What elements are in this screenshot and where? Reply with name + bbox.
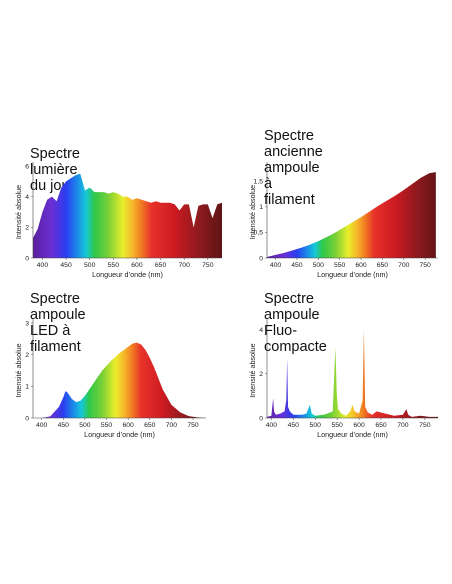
x-tick-label: 650 <box>144 422 156 429</box>
x-tick-label: 500 <box>79 422 91 429</box>
spectrum-area <box>267 329 438 418</box>
y-tick-label: 0 <box>25 255 29 262</box>
x-tick-label: 450 <box>60 262 72 269</box>
x-tick-label: 750 <box>420 262 432 269</box>
y-tick-label: 3 <box>25 320 29 327</box>
x-axis-label: Longueur d’onde (nm) <box>84 430 155 439</box>
x-axis-label: Longueur d’onde (nm) <box>317 270 388 279</box>
y-tick-label: 2 <box>25 352 29 359</box>
x-tick-label: 700 <box>179 262 191 269</box>
x-axis-label: Longueur d’onde (nm) <box>317 430 388 439</box>
x-tick-label: 600 <box>355 262 367 269</box>
x-tick-label: 500 <box>313 262 325 269</box>
y-tick-label: 4 <box>259 327 263 334</box>
x-tick-label: 550 <box>108 262 120 269</box>
x-tick-label: 750 <box>202 262 214 269</box>
x-axis-label: Longueur d’onde (nm) <box>92 270 163 279</box>
y-tick-label: 1 <box>259 204 263 211</box>
spectrum-area <box>33 173 222 258</box>
y-axis-label: Intensité absolue <box>248 343 257 397</box>
x-tick-label: 550 <box>334 262 346 269</box>
x-tick-label: 400 <box>270 262 282 269</box>
y-tick-label: 0 <box>259 255 263 262</box>
y-tick-label: 4 <box>25 194 29 201</box>
x-tick-label: 650 <box>377 262 389 269</box>
chart-3: 400 450 500 550 600 650 700 750 0 2 4 Longueur d’on… <box>248 319 438 439</box>
chart-1: 400 450 500 550 600 650 700 750 0 0,5 1 1,5 Longueur… <box>248 162 438 279</box>
x-tick-label: 450 <box>58 422 70 429</box>
x-tick-label: 600 <box>122 422 134 429</box>
x-tick-label: 400 <box>37 262 49 269</box>
chart-title: Spectre ampoule LED à filament <box>30 291 86 355</box>
x-tick-label: 600 <box>353 422 365 429</box>
y-tick-label: 1 <box>25 384 29 391</box>
x-tick-label: 550 <box>101 422 113 429</box>
y-tick-label: 1,5 <box>254 179 264 186</box>
y-tick-label: 0 <box>25 415 29 422</box>
x-tick-label: 500 <box>310 422 322 429</box>
x-tick-label: 450 <box>291 262 303 269</box>
x-tick-label: 600 <box>131 262 143 269</box>
x-tick-label: 650 <box>375 422 387 429</box>
x-tick-label: 450 <box>288 422 300 429</box>
y-tick-label: 0,5 <box>254 230 264 237</box>
x-tick-label: 400 <box>36 422 48 429</box>
y-tick-label: 0 <box>259 415 263 422</box>
y-axis-label: Intensité absolue <box>248 185 257 239</box>
y-axis-label: Intensité absolue <box>14 185 23 239</box>
x-tick-label: 700 <box>397 422 409 429</box>
x-tick-label: 650 <box>155 262 167 269</box>
chart-0: 400 450 500 550 600 650 700 750 0 2 4 6 Longueur d’o… <box>14 162 222 279</box>
y-tick-label: 2 <box>25 225 29 232</box>
spectrum-area <box>33 342 206 418</box>
spectrum-area <box>267 172 436 258</box>
chart-title: Spectre ampoule Fluo-compacte <box>264 291 327 355</box>
x-tick-label: 750 <box>419 422 431 429</box>
y-tick-label: 2 <box>259 371 263 378</box>
x-tick-label: 550 <box>331 422 343 429</box>
chart-2: 400 450 500 550 600 650 700 750 0 1 2 3 Longueur d’o… <box>14 319 206 439</box>
x-tick-label: 700 <box>166 422 178 429</box>
chart-title: Spectre lumière du jour <box>30 146 80 194</box>
x-tick-label: 700 <box>398 262 410 269</box>
chart-title: Spectre ancienne ampoule à filament <box>264 128 323 208</box>
x-tick-label: 750 <box>187 422 199 429</box>
y-axis-label: Intensité absolue <box>14 343 23 397</box>
y-tick-label: 6 <box>25 163 29 170</box>
x-tick-label: 400 <box>266 422 278 429</box>
x-tick-label: 500 <box>84 262 96 269</box>
